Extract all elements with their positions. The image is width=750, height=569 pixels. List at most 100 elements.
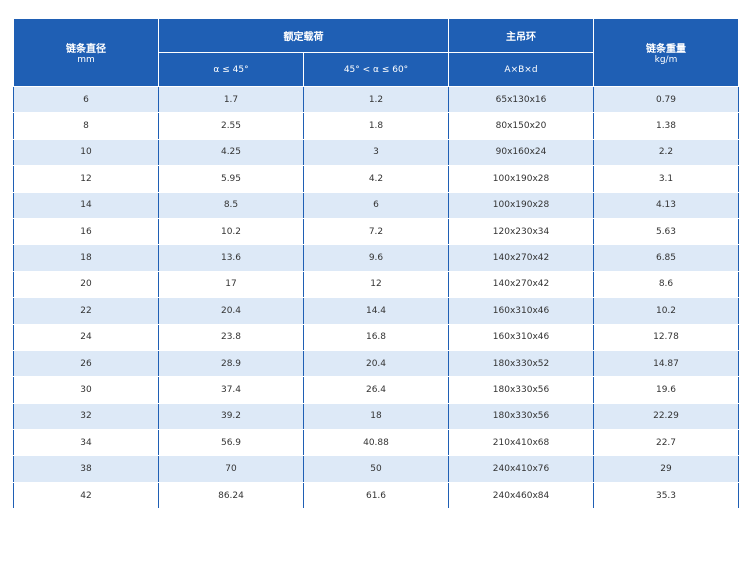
table-cell: 2.2 xyxy=(593,139,739,167)
table-cell: 1.8 xyxy=(303,112,449,140)
table-cell: 6 xyxy=(303,192,449,219)
table-cell: 32 xyxy=(13,403,159,431)
table-cell: 14.87 xyxy=(593,350,739,378)
table-cell: 12.78 xyxy=(593,324,739,351)
header-label: 链条直径 xyxy=(66,44,106,55)
header-unit: kg/m xyxy=(654,55,678,65)
table-cell: 3 xyxy=(303,139,449,167)
table-cell: 24 xyxy=(13,324,159,351)
table-cell: 3.1 xyxy=(593,165,739,193)
table-row: 20 17 12 140x270x42 8.6 xyxy=(13,271,739,299)
table-cell: 100x190x28 xyxy=(448,165,594,193)
table-cell: 70 xyxy=(158,455,304,483)
header-sub: 45° < α ≤ 60° xyxy=(303,52,449,87)
table-cell: 14.4 xyxy=(303,297,449,325)
table-cell: 10.2 xyxy=(593,297,739,325)
table-cell: 160x310x46 xyxy=(448,324,594,351)
table-row: 34 56.9 40.88 210x410x68 22.7 xyxy=(13,429,739,457)
table-row: 18 13.6 9.6 140x270x42 6.85 xyxy=(13,244,739,272)
table-cell: 16 xyxy=(13,218,159,246)
chain-table: 链条直径 mm 额定载荷 主吊环 链条重量 kg/m α ≤ 45° 45° < α… xyxy=(13,18,739,510)
table-cell: 14 xyxy=(13,192,159,219)
table-row: 38 70 50 240x410x76 29 xyxy=(13,455,739,483)
table-row: 8 2.55 1.8 80x150x20 1.38 xyxy=(13,112,739,140)
table-row: 22 20.4 14.4 160x310x46 10.2 xyxy=(13,297,739,325)
table-cell: 140x270x42 xyxy=(448,271,594,299)
header-cell: 额定载荷 xyxy=(158,18,449,53)
table-cell: 240x460x84 xyxy=(448,482,594,510)
table-row: 30 37.4 26.4 180x330x56 19.6 xyxy=(13,376,739,404)
table-cell: 18 xyxy=(303,403,449,431)
table-cell: 39.2 xyxy=(158,403,304,431)
table-cell: 37.4 xyxy=(158,376,304,404)
table-cell: 90x160x24 xyxy=(448,139,594,167)
table-cell: 1.38 xyxy=(593,112,739,140)
table-cell: 40.88 xyxy=(303,429,449,457)
table-cell: 240x410x76 xyxy=(448,455,594,483)
header-cell: 链条重量 kg/m xyxy=(593,18,739,87)
table-cell: 38 xyxy=(13,455,159,483)
table-cell: 5.95 xyxy=(158,165,304,193)
table-row: 32 39.2 18 180x330x56 22.29 xyxy=(13,403,739,431)
header-sub: α ≤ 45° xyxy=(158,52,304,87)
header-label: 链条重量 xyxy=(646,44,686,55)
table-cell: 6 xyxy=(13,86,159,114)
table-cell: 4.25 xyxy=(158,139,304,167)
table-cell: 7.2 xyxy=(303,218,449,246)
table-cell: 17 xyxy=(158,271,304,299)
table-cell: 30 xyxy=(13,376,159,404)
table-cell: 1.7 xyxy=(158,86,304,114)
table-cell: 12 xyxy=(303,271,449,299)
table-cell: 29 xyxy=(593,455,739,483)
table-cell: 20.4 xyxy=(303,350,449,378)
table-cell: 20 xyxy=(13,271,159,299)
table-cell: 22.7 xyxy=(593,429,739,457)
table-cell: 26 xyxy=(13,350,159,378)
table-row: 16 10.2 7.2 120x230x34 5.63 xyxy=(13,218,739,246)
table-cell: 28.9 xyxy=(158,350,304,378)
table-row: 42 86.24 61.6 240x460x84 35.3 xyxy=(13,482,739,510)
table-cell: 5.63 xyxy=(593,218,739,246)
table-cell: 23.8 xyxy=(158,324,304,351)
table-cell: 1.2 xyxy=(303,86,449,114)
table-cell: 210x410x68 xyxy=(448,429,594,457)
table-cell: 180x330x56 xyxy=(448,403,594,431)
table-cell: 180x330x52 xyxy=(448,350,594,378)
header-unit: mm xyxy=(77,55,95,65)
table-cell: 35.3 xyxy=(593,482,739,510)
table-cell: 26.4 xyxy=(303,376,449,404)
header-cell: 链条直径 mm xyxy=(13,18,159,87)
table-cell: 10.2 xyxy=(158,218,304,246)
table-cell: 9.6 xyxy=(303,244,449,272)
table-row: 26 28.9 20.4 180x330x52 14.87 xyxy=(13,350,739,378)
table-cell: 180x330x56 xyxy=(448,376,594,404)
table-cell: 16.8 xyxy=(303,324,449,351)
table-cell: 10 xyxy=(13,139,159,167)
table-cell: 50 xyxy=(303,455,449,483)
table-cell: 22.29 xyxy=(593,403,739,431)
table-cell: 19.6 xyxy=(593,376,739,404)
table-row: 14 8.5 6 100x190x28 4.13 xyxy=(13,192,739,219)
table-cell: 20.4 xyxy=(158,297,304,325)
table-cell: 8 xyxy=(13,112,159,140)
table-cell: 56.9 xyxy=(158,429,304,457)
header-cell: 主吊环 xyxy=(448,18,594,53)
table-row: 12 5.95 4.2 100x190x28 3.1 xyxy=(13,165,739,193)
table-cell: 13.6 xyxy=(158,244,304,272)
table-row: 10 4.25 3 90x160x24 2.2 xyxy=(13,139,739,167)
table-cell: 42 xyxy=(13,482,159,510)
table-cell: 160x310x46 xyxy=(448,297,594,325)
header-sub: A×B×d xyxy=(448,52,594,87)
table-cell: 80x150x20 xyxy=(448,112,594,140)
table-cell: 12 xyxy=(13,165,159,193)
table-cell: 6.85 xyxy=(593,244,739,272)
table-cell: 65x130x16 xyxy=(448,86,594,114)
table-cell: 140x270x42 xyxy=(448,244,594,272)
table-cell: 22 xyxy=(13,297,159,325)
table-cell: 18 xyxy=(13,244,159,272)
table-cell: 100x190x28 xyxy=(448,192,594,219)
table-row: 24 23.8 16.8 160x310x46 12.78 xyxy=(13,324,739,351)
table-cell: 61.6 xyxy=(303,482,449,510)
table-cell: 4.13 xyxy=(593,192,739,219)
table-cell: 34 xyxy=(13,429,159,457)
